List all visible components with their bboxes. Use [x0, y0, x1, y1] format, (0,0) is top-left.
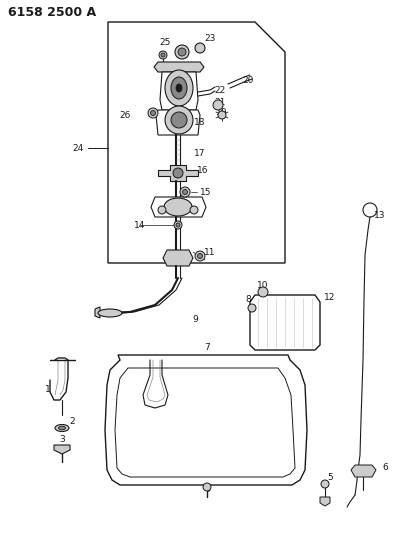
Text: 17: 17: [194, 149, 205, 157]
Circle shape: [178, 48, 186, 56]
Ellipse shape: [164, 70, 193, 106]
Circle shape: [197, 254, 202, 259]
Text: 26: 26: [119, 110, 130, 119]
Text: 3: 3: [59, 435, 65, 445]
Text: 6: 6: [381, 464, 387, 472]
Ellipse shape: [175, 84, 182, 92]
Text: 12: 12: [324, 293, 335, 302]
Circle shape: [157, 206, 166, 214]
Text: 7: 7: [204, 343, 209, 351]
Text: 25: 25: [159, 37, 170, 46]
Text: 19: 19: [216, 108, 227, 117]
Text: 24: 24: [72, 143, 83, 152]
Ellipse shape: [58, 426, 65, 430]
Circle shape: [247, 304, 255, 312]
Text: 18: 18: [194, 117, 205, 126]
Text: 15: 15: [200, 188, 211, 197]
Circle shape: [175, 223, 180, 227]
Text: 8: 8: [245, 295, 250, 303]
Polygon shape: [155, 110, 200, 135]
Circle shape: [180, 187, 189, 197]
Text: 22: 22: [214, 85, 225, 94]
Ellipse shape: [98, 309, 122, 317]
Polygon shape: [154, 62, 204, 72]
Circle shape: [195, 251, 204, 261]
Polygon shape: [151, 197, 205, 217]
Circle shape: [150, 110, 155, 116]
Text: 2: 2: [69, 417, 74, 426]
Polygon shape: [319, 497, 329, 506]
Text: 23: 23: [204, 34, 215, 43]
Circle shape: [148, 108, 157, 118]
Polygon shape: [163, 250, 193, 266]
Text: 5: 5: [326, 472, 332, 481]
Ellipse shape: [164, 106, 193, 134]
Text: 4: 4: [204, 486, 209, 495]
Polygon shape: [115, 368, 294, 477]
Ellipse shape: [171, 112, 187, 128]
Circle shape: [320, 480, 328, 488]
Circle shape: [189, 206, 198, 214]
Text: 1: 1: [45, 385, 51, 394]
Circle shape: [195, 43, 204, 53]
Polygon shape: [105, 355, 306, 485]
Text: 11: 11: [204, 247, 215, 256]
Text: 6158 2500 A: 6158 2500 A: [8, 5, 96, 19]
Polygon shape: [160, 72, 198, 110]
Circle shape: [175, 45, 189, 59]
Polygon shape: [157, 165, 198, 181]
Circle shape: [173, 221, 182, 229]
Polygon shape: [350, 465, 375, 477]
Circle shape: [182, 190, 187, 195]
Text: 20: 20: [242, 76, 253, 85]
Ellipse shape: [173, 168, 182, 178]
Polygon shape: [95, 307, 100, 318]
Circle shape: [213, 100, 222, 110]
Text: 9: 9: [192, 316, 198, 325]
Polygon shape: [54, 445, 70, 454]
Circle shape: [159, 51, 166, 59]
Text: 13: 13: [373, 211, 385, 220]
Ellipse shape: [55, 424, 69, 432]
Text: 16: 16: [197, 166, 208, 174]
Circle shape: [202, 483, 211, 491]
Circle shape: [218, 111, 225, 119]
Ellipse shape: [171, 77, 187, 99]
Circle shape: [161, 53, 164, 57]
Circle shape: [257, 287, 267, 297]
Text: 21: 21: [214, 98, 225, 107]
Polygon shape: [108, 22, 284, 263]
Text: 14: 14: [134, 221, 145, 230]
Polygon shape: [249, 295, 319, 350]
Text: 10: 10: [256, 280, 268, 289]
Ellipse shape: [164, 198, 191, 216]
